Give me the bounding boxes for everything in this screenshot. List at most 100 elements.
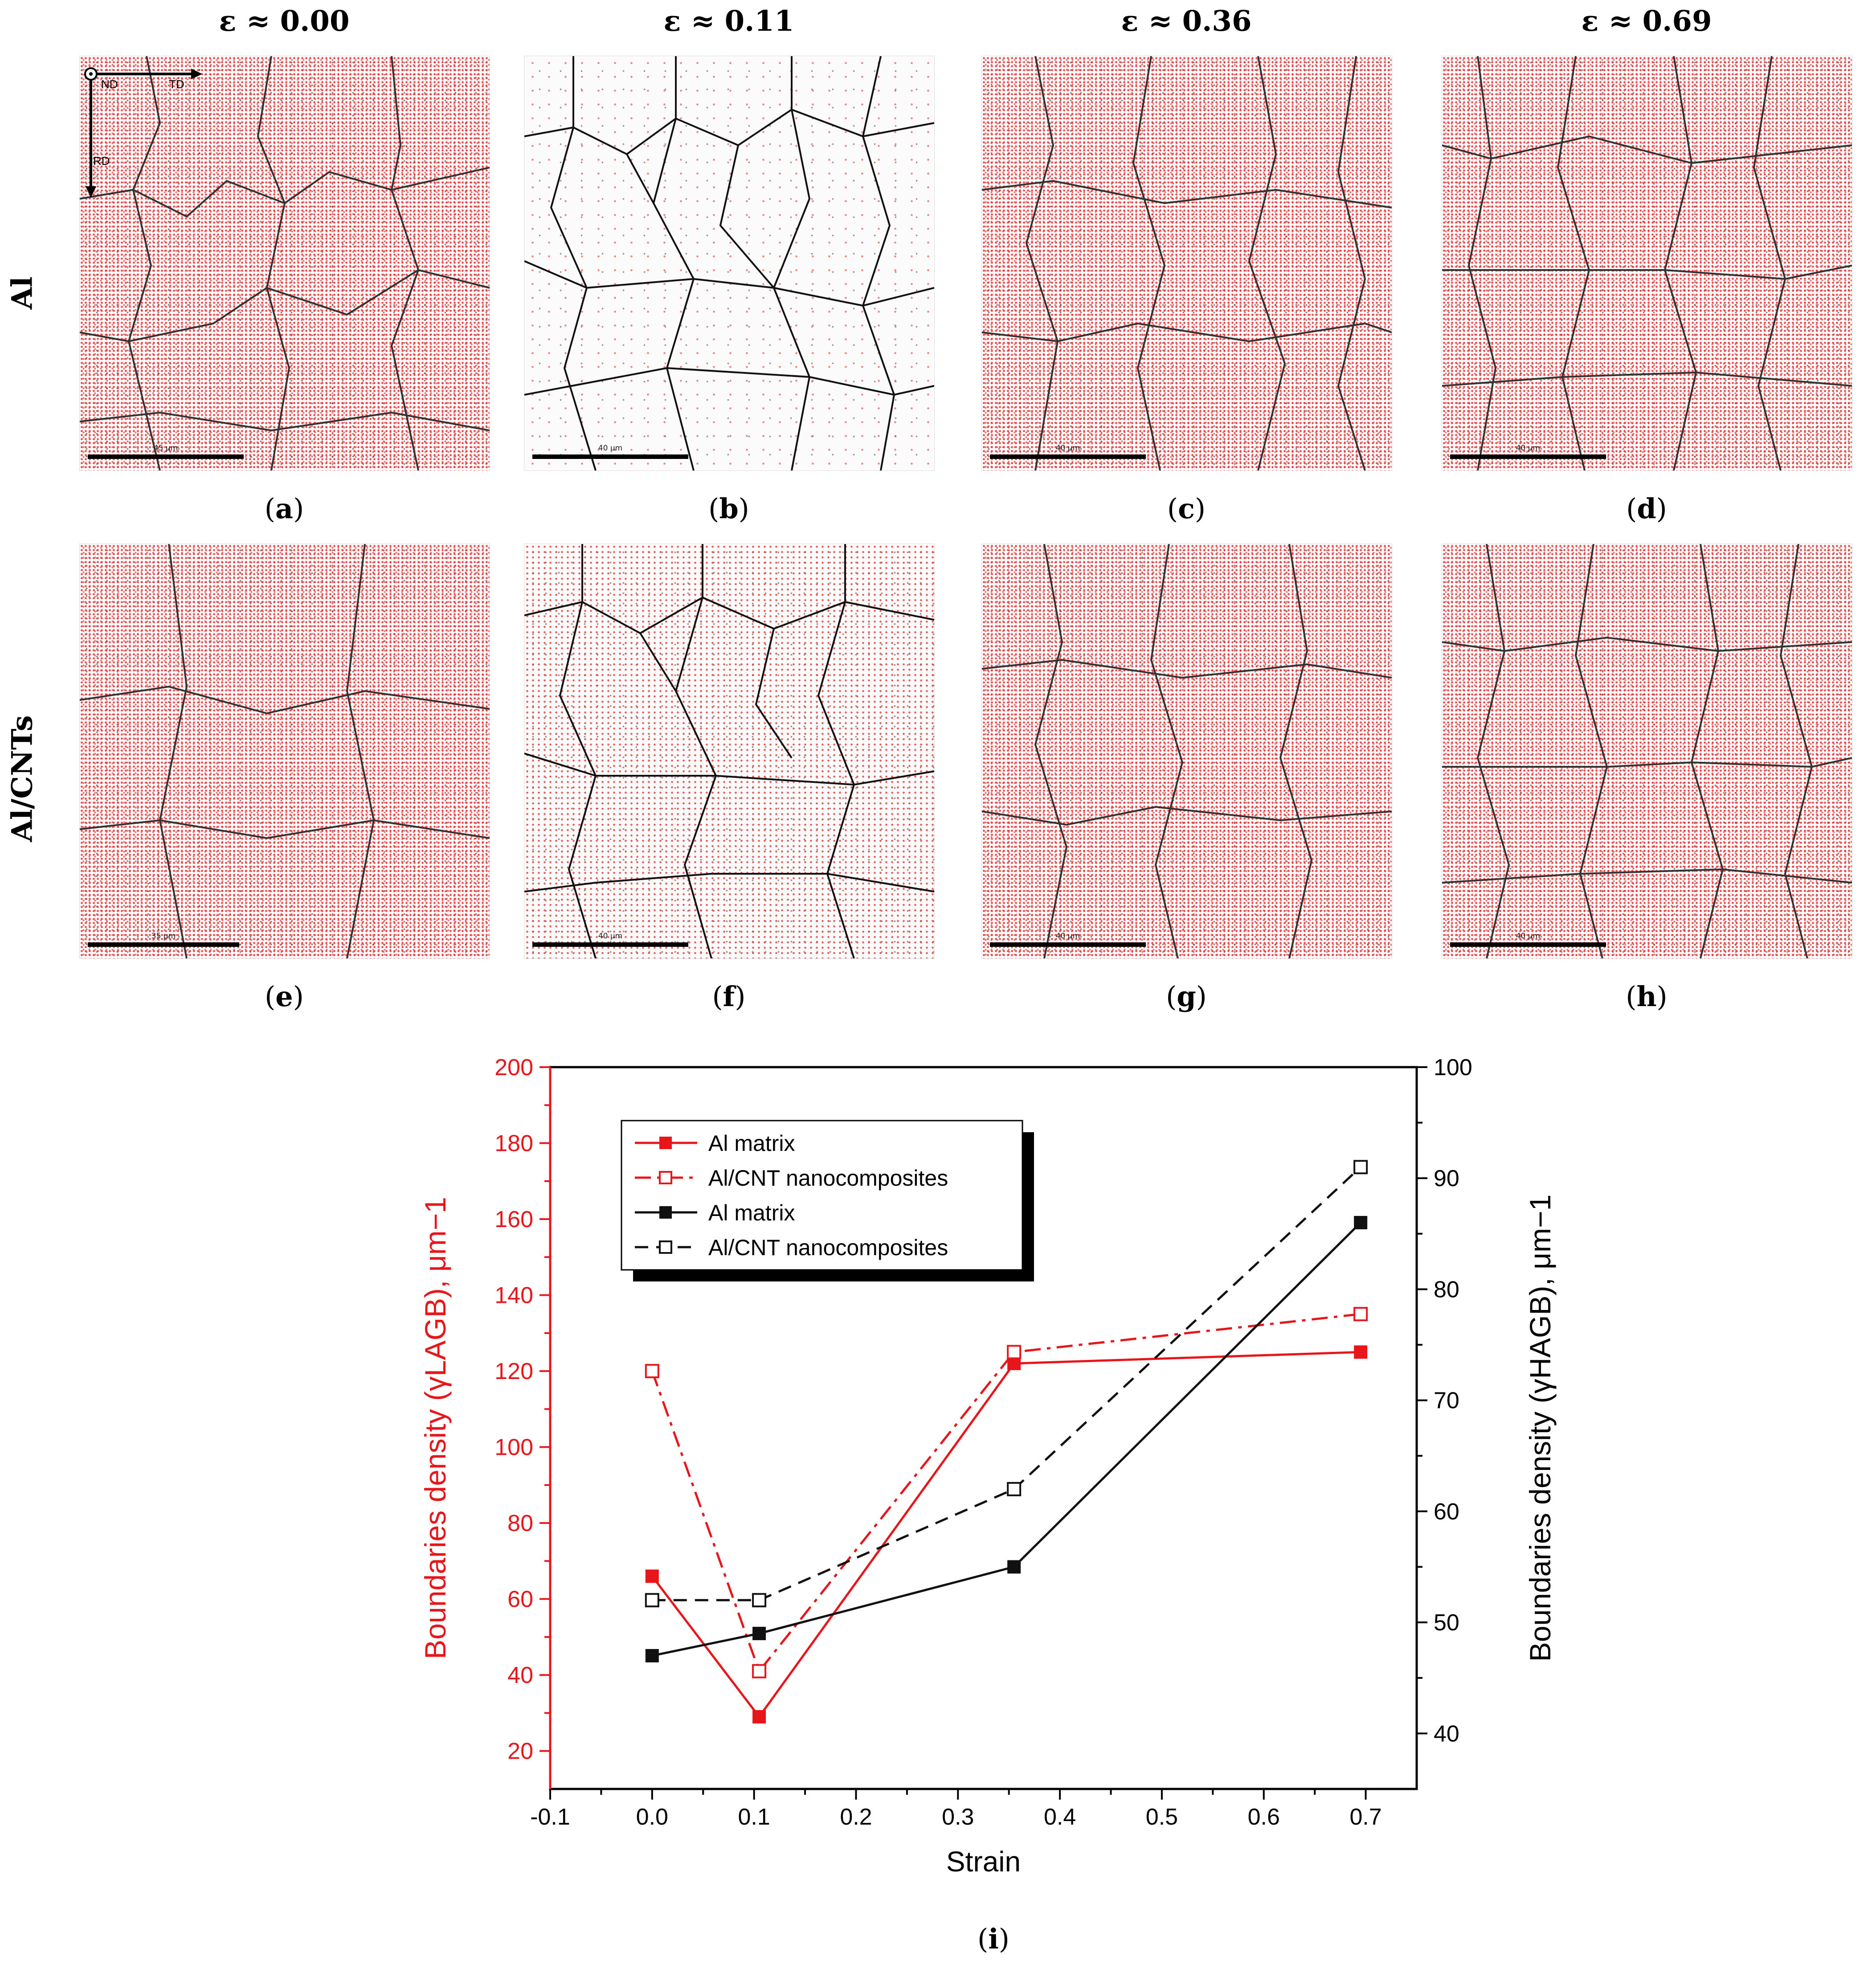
y-left-axis-label: Boundaries density (γLAGB), μm−1 [419, 1197, 452, 1659]
series-line-3 [652, 1166, 1361, 1601]
x-axis-label: Strain [946, 1846, 1021, 1878]
y-left-tick-label: 160 [495, 1207, 533, 1232]
scale-label: 40 μm [1516, 444, 1541, 453]
y-left-tick-label: 80 [507, 1510, 533, 1536]
ebsd-map-d: 40 μm [1442, 56, 1852, 471]
data-point [645, 1593, 659, 1608]
panel-label-b: (b) [708, 492, 749, 525]
ebsd-map-f: 40 μm [524, 544, 935, 959]
ebsd-map-b: 40 μm [524, 56, 935, 471]
panel-letter: a [275, 492, 294, 525]
data-point [752, 1593, 767, 1608]
column-title-3: ε ≈ 0.69 [1581, 4, 1712, 38]
panel-letter: i [988, 1923, 999, 1955]
grain-boundaries [524, 56, 934, 471]
sample-axes [84, 67, 202, 198]
legend-entry: Al/CNT nanocomposites [708, 1166, 948, 1191]
column-title-1: ε ≈ 0.11 [663, 4, 794, 38]
nd-label: ND [101, 78, 118, 91]
grain-boundaries [80, 544, 490, 958]
grain-boundaries [1442, 544, 1852, 958]
panel-label-a: (a) [264, 492, 304, 525]
legend-marker [659, 1240, 672, 1254]
y-right-tick-label: 50 [1434, 1610, 1459, 1636]
panel-letter: c [1178, 492, 1195, 525]
ebsd-map-g: 40 μm [981, 544, 1392, 959]
legend-marker [659, 1171, 672, 1184]
scale-label: 45 μm [153, 444, 178, 453]
y-right-tick-label: 70 [1434, 1388, 1459, 1414]
y-left-tick-label: 200 [495, 1055, 533, 1081]
scale-label: 40 μm [1516, 932, 1541, 941]
panel-label-g: (g) [1166, 980, 1207, 1013]
y-left-tick-label: 180 [495, 1131, 533, 1157]
legend-entry: Al/CNT nanocomposites [708, 1235, 948, 1260]
scale-bar [990, 454, 1146, 459]
data-point [645, 1649, 659, 1662]
grain-boundaries [524, 544, 934, 958]
data-point [752, 1627, 766, 1641]
ebsd-map-c: 40 μm [981, 56, 1392, 471]
grain-boundaries [80, 56, 490, 471]
data-point [1354, 1345, 1368, 1359]
x-tick-label: 0.2 [840, 1804, 872, 1830]
scale-label: 40 μm [598, 932, 623, 941]
panel-label-h: (h) [1626, 980, 1668, 1013]
scale-bar [990, 942, 1146, 947]
y-right-tick-label: 40 [1434, 1721, 1459, 1747]
y-left-tick-label: 60 [507, 1587, 533, 1613]
x-tick-label: 0.3 [942, 1804, 974, 1830]
scale-bar [1450, 942, 1606, 947]
x-tick-label: 0.7 [1349, 1804, 1381, 1830]
scale-label: 40 μm [598, 444, 623, 453]
data-point [1353, 1160, 1368, 1175]
grain-boundaries [1442, 56, 1852, 471]
legend-entry: Al matrix [708, 1200, 795, 1225]
panel-letter: f [723, 980, 735, 1013]
panel-letter: h [1636, 980, 1657, 1013]
x-tick-label: 0.0 [636, 1804, 668, 1830]
x-tick-label: 0.4 [1044, 1804, 1076, 1830]
series-line-2 [652, 1222, 1361, 1657]
scale-label: 40 μm [1055, 444, 1080, 453]
scale-bar [532, 942, 688, 947]
panel-label-d: (d) [1626, 492, 1667, 525]
scale-bar [1450, 454, 1606, 459]
scale-bar [532, 454, 688, 459]
data-point [645, 1569, 659, 1583]
data-point [1007, 1560, 1021, 1574]
data-point [752, 1664, 767, 1678]
panel-letter: d [1637, 492, 1656, 525]
data-point [1354, 1216, 1368, 1229]
x-tick-label: -0.1 [530, 1804, 570, 1830]
data-point [645, 1364, 659, 1379]
panel-label-i: (i) [977, 1923, 1010, 1955]
grain-boundaries [982, 544, 1392, 958]
legend-box [621, 1120, 1023, 1271]
y-right-axis-label: Boundaries density (γHAGB), μm−1 [1524, 1195, 1557, 1662]
column-title-2: ε ≈ 0.36 [1121, 4, 1252, 38]
y-left-tick-label: 20 [507, 1739, 533, 1764]
y-left-tick-label: 40 [507, 1662, 533, 1688]
series-line-0 [651, 1351, 1361, 1719]
y-left-tick-label: 140 [495, 1283, 533, 1309]
y-left-tick-label: 100 [495, 1435, 533, 1461]
legend-marker [659, 1137, 672, 1149]
data-point [1007, 1482, 1022, 1497]
y-left-tick-label: 120 [495, 1359, 533, 1384]
column-title-0: ε ≈ 0.00 [219, 4, 350, 38]
rd-label: RD [93, 154, 110, 168]
scale-bar [88, 454, 244, 459]
scale-label: 35 μm [151, 932, 176, 941]
y-right-tick-label: 60 [1434, 1499, 1459, 1525]
data-point [1007, 1345, 1022, 1359]
series-line-1 [651, 1313, 1361, 1674]
y-right-tick-label: 90 [1434, 1166, 1459, 1191]
scale-label: 40 μm [1055, 932, 1080, 941]
legend-marker [659, 1206, 672, 1219]
panel-letter: g [1177, 980, 1196, 1013]
panel-label-c: (c) [1167, 492, 1206, 525]
grain-boundaries [982, 56, 1392, 471]
y-right-tick-label: 80 [1434, 1277, 1459, 1302]
